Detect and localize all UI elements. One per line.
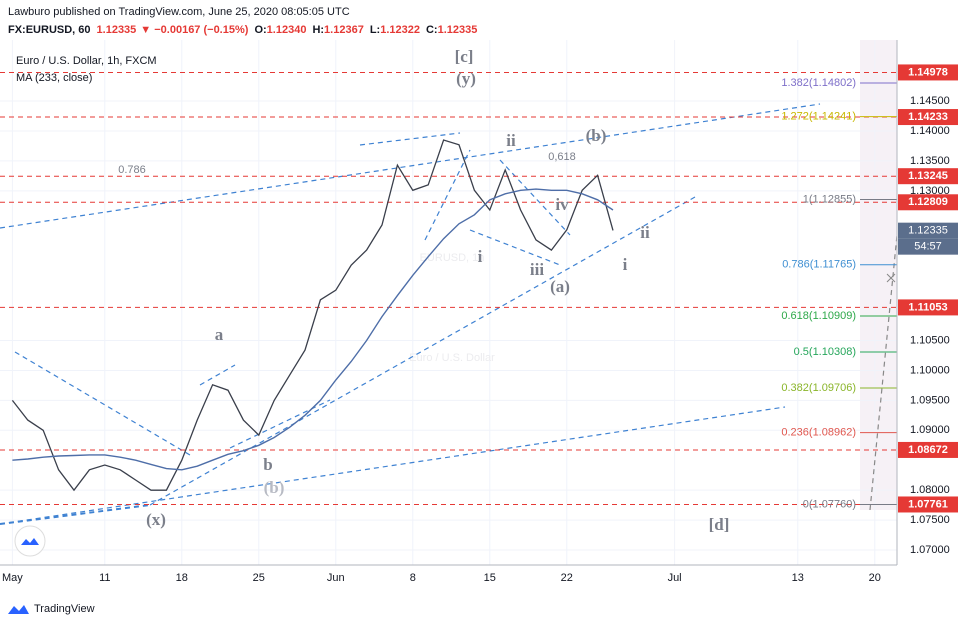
publisher: Lawburo published on TradingView.com, Ju… [8, 6, 350, 18]
fib-label: 1.272(1.14241) [781, 110, 856, 122]
x-tick-label: 18 [176, 572, 188, 584]
wave-label: iv [555, 195, 569, 214]
y-tick-label: 1.13500 [910, 155, 950, 167]
y-tick-label: 1.10500 [910, 334, 950, 346]
countdown: 54:57 [914, 241, 942, 253]
fib-label: 1(1.12855) [803, 193, 856, 205]
level-label: 1.08672 [908, 444, 948, 456]
legend-title: Euro / U.S. Dollar, 1h, FXCM [16, 55, 157, 67]
y-tick-label: 1.13000 [910, 185, 950, 197]
legend-indicator: MA (233, close) [16, 72, 92, 84]
wave-label: ii [506, 131, 516, 150]
header-part: O: [254, 24, 266, 36]
y-tick-label: 1.14000 [910, 125, 950, 137]
header-part: 1.12335 [97, 24, 137, 36]
level-box [898, 299, 958, 316]
wave-label: i [623, 255, 628, 274]
wave-label: ii [640, 223, 650, 242]
fib-label: 0.236(1.08962) [781, 426, 856, 438]
level-label: 1.14233 [908, 111, 948, 123]
header-part: FX:EURUSD, 60 [8, 24, 91, 36]
footer-brand[interactable]: TradingView [34, 603, 95, 615]
x-tick-label: 25 [253, 572, 265, 584]
wave-label: (b) [586, 126, 607, 145]
header-part: 1.12335 [438, 24, 478, 36]
x-tick-label: May [2, 572, 23, 584]
fib-label: 0.786(1.11765) [782, 259, 856, 271]
fib-label: 0.5(1.10308) [794, 346, 856, 358]
y-tick-label: 1.14500 [910, 95, 950, 107]
fib-label: 0.382(1.09706) [781, 382, 856, 394]
last-price-box [898, 222, 958, 239]
x-tick-label: 8 [410, 572, 416, 584]
y-tick-label: 1.10000 [910, 364, 950, 376]
x-tick-label: 22 [561, 572, 573, 584]
fib-label: 0.618(1.10909) [781, 310, 856, 322]
y-tick-label: 1.09000 [910, 424, 950, 436]
y-tick-label: 1.07000 [910, 544, 950, 556]
watermark: EURUSD, 1h [420, 252, 485, 264]
wave-label: [d] [709, 515, 730, 534]
wave-label: (y) [456, 69, 476, 88]
level-box [898, 496, 958, 513]
fib-label: 1.382(1.14802) [781, 77, 856, 89]
footer-icon [8, 605, 29, 614]
level-label: 1.12809 [908, 196, 948, 208]
x-tick-label: 20 [869, 572, 881, 584]
wave-label: 0.786 [118, 164, 146, 176]
header-part: L: [370, 24, 380, 36]
y-tick-label: 1.08000 [910, 484, 950, 496]
y-tick-label: 1.07500 [910, 514, 950, 526]
wave-label: 0,618 [548, 151, 576, 163]
x-tick-label: Jul [668, 572, 682, 584]
header-part: 1.12367 [324, 24, 364, 36]
projection-zone [860, 40, 897, 510]
price-line [11, 139, 614, 492]
level-box [898, 441, 958, 458]
level-label: 1.07761 [908, 498, 948, 510]
cursor [886, 273, 896, 283]
x-tick-label: 15 [484, 572, 496, 584]
x-tick-label: Jun [327, 572, 345, 584]
wave-label: (a) [550, 277, 570, 296]
countdown-box [898, 238, 958, 255]
level-box [898, 194, 958, 211]
moving-average [12, 188, 614, 471]
wave-label: (b) [264, 478, 285, 497]
header-part: C: [426, 24, 438, 36]
header-part: ▼ −0.00167 (−0.15%) [140, 24, 248, 36]
level-box [898, 168, 958, 185]
wave-label: a [215, 325, 224, 344]
last-price-label: 1.12335 [908, 225, 948, 237]
level-box [898, 109, 958, 126]
header-part: H: [312, 24, 324, 36]
wave-label: b [263, 455, 272, 474]
fib-label: 0(1.07760) [803, 498, 856, 510]
level-box [898, 64, 958, 81]
x-tick-label: 11 [99, 572, 110, 584]
trend-lines [0, 103, 897, 525]
logo-icon [21, 538, 39, 545]
logo-button[interactable] [14, 525, 46, 557]
wave-label: [c] [455, 47, 474, 66]
wave-label: iii [530, 260, 544, 279]
symbol-line: FX:EURUSD, 60 1.12335 ▼ −0.00167 (−0.15%) O… [8, 24, 477, 36]
level-label: 1.13245 [908, 170, 948, 182]
wave-label: i [478, 247, 483, 266]
y-tick-label: 1.09500 [910, 394, 950, 406]
watermark-subtitle: Euro / U.S. Dollar [409, 352, 495, 364]
level-label: 1.11053 [908, 301, 947, 313]
level-label: 1.14978 [908, 66, 948, 78]
wave-label: (x) [146, 510, 166, 529]
x-tick-label: 13 [792, 572, 804, 584]
header-part: 1.12340 [267, 24, 307, 36]
header-part: 1.12322 [380, 24, 420, 36]
